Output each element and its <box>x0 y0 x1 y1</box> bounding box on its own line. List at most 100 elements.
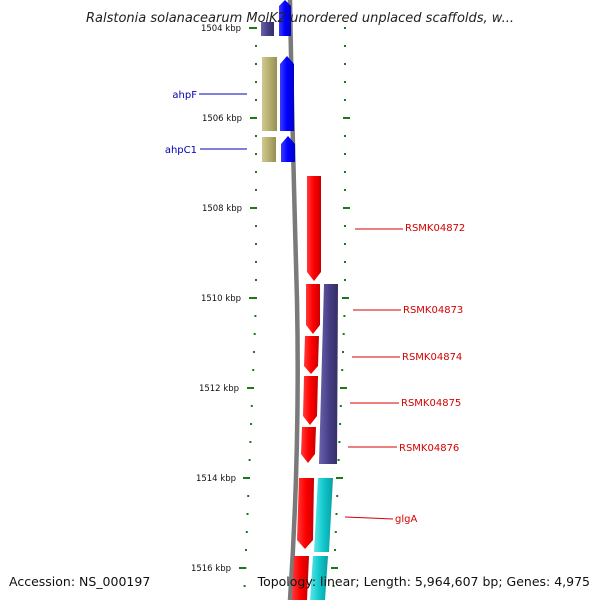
gene-block-RSMK04875 <box>303 376 318 425</box>
minor-tick <box>336 495 339 497</box>
minor-tick <box>255 63 257 65</box>
major-tick-right <box>343 117 350 119</box>
minor-tick <box>255 153 257 155</box>
minor-tick <box>255 189 257 191</box>
tick-label: 1514 kbp <box>196 474 236 484</box>
major-tick-right <box>331 567 338 569</box>
minor-tick <box>344 225 346 227</box>
minor-tick <box>337 459 340 461</box>
minor-tick <box>339 405 342 407</box>
gene-block-RSMK04873-operon <box>319 284 338 464</box>
major-tick <box>250 117 257 119</box>
gene-block-ahpC1 <box>281 136 295 162</box>
gene-block-top-left <box>261 22 274 36</box>
gene-block-RSMK04872 <box>307 176 321 281</box>
minor-tick <box>338 441 341 443</box>
gene-label-glgA[interactable]: glgA <box>395 514 417 525</box>
tick-label: 1508 kbp <box>202 204 242 214</box>
gene-labels-left: ahpF ahpC1 <box>165 90 247 156</box>
minor-tick <box>344 45 346 47</box>
forward-genes <box>261 0 295 162</box>
gene-block-bottom-cyan <box>310 556 328 600</box>
minor-tick <box>250 423 253 425</box>
major-tick-right <box>342 297 349 299</box>
minor-tick <box>243 585 246 587</box>
minor-tick <box>250 405 253 407</box>
gene-block-RSMK04874 <box>304 336 319 374</box>
minor-tick <box>344 153 346 155</box>
ruler: 1504 kbp 1506 kbp 1508 kbp 1510 kbp 1512… <box>191 24 350 574</box>
reverse-genes <box>292 176 338 600</box>
minor-tick <box>343 315 346 317</box>
gene-label-RSMK04872[interactable]: RSMK04872 <box>405 223 465 234</box>
major-tick <box>249 27 256 29</box>
tick-label: 1504 kbp <box>201 24 241 34</box>
tick-label: 1506 kbp <box>202 114 242 124</box>
minor-tick <box>247 495 250 497</box>
minor-tick <box>335 513 338 515</box>
gene-block-glgA <box>297 478 314 549</box>
gene-label-RSMK04873[interactable]: RSMK04873 <box>403 305 463 316</box>
minor-tick <box>255 171 257 173</box>
gene-block-top-right <box>279 0 291 36</box>
gene-block-bottom-red <box>292 556 309 600</box>
gene-block-ahpF <box>280 56 294 131</box>
major-tick <box>249 297 256 299</box>
tick-label: 1510 kbp <box>201 294 241 304</box>
minor-tick <box>344 99 346 101</box>
topology-text: Topology: linear; Length: 5,964,607 bp; … <box>257 574 590 589</box>
minor-tick <box>255 261 257 263</box>
major-tick <box>247 387 254 389</box>
minor-tick <box>254 315 257 317</box>
minor-tick <box>344 279 346 281</box>
minor-tick <box>344 189 346 191</box>
major-tick <box>250 207 257 209</box>
minor-tick <box>255 45 257 47</box>
accession-text: Accession: NS_000197 <box>9 574 150 589</box>
minor-tick <box>332 585 335 587</box>
major-tick-right <box>343 207 350 209</box>
major-tick <box>243 477 250 479</box>
major-tick-right <box>340 387 347 389</box>
minor-tick <box>245 549 247 551</box>
minor-tick <box>253 333 256 335</box>
tick-label: 1512 kbp <box>199 384 239 394</box>
gene-block-ahpF-operon <box>262 57 277 131</box>
minor-tick <box>339 423 342 425</box>
gene-block-RSMK04876 <box>301 427 316 463</box>
minor-tick <box>344 171 346 173</box>
page-title: Ralstonia solanacearum MolK2 unordered u… <box>86 11 514 26</box>
minor-tick <box>255 225 257 227</box>
tick-label: 1516 kbp <box>191 564 231 574</box>
major-tick <box>239 567 246 569</box>
minor-tick <box>253 351 255 353</box>
major-tick-right <box>336 477 343 479</box>
minor-tick <box>249 441 252 443</box>
gene-block-RSMK04873 <box>306 284 320 334</box>
minor-tick <box>334 531 337 533</box>
minor-tick <box>342 351 344 353</box>
minor-tick <box>255 81 257 83</box>
minor-tick <box>248 459 251 461</box>
minor-tick <box>255 99 257 101</box>
gene-label-RSMK04875[interactable]: RSMK04875 <box>401 398 461 409</box>
minor-tick <box>342 333 345 335</box>
gene-label-ahpF[interactable]: ahpF <box>172 90 197 101</box>
minor-tick <box>334 549 336 551</box>
minor-tick <box>255 243 257 245</box>
label-leader <box>344 516 394 520</box>
minor-tick <box>344 135 346 137</box>
gene-label-ahpC1[interactable]: ahpC1 <box>165 145 197 156</box>
gene-label-RSMK04876[interactable]: RSMK04876 <box>399 443 459 454</box>
gene-block-ahpC1-operon <box>262 137 276 162</box>
gene-block-glgA-cyan <box>314 478 333 552</box>
minor-tick <box>344 243 346 245</box>
minor-tick <box>246 513 249 515</box>
minor-tick <box>245 531 248 533</box>
gene-label-RSMK04874[interactable]: RSMK04874 <box>402 352 462 363</box>
minor-tick <box>255 279 257 281</box>
minor-tick <box>344 27 346 29</box>
minor-tick <box>252 369 255 371</box>
minor-tick <box>255 135 257 137</box>
